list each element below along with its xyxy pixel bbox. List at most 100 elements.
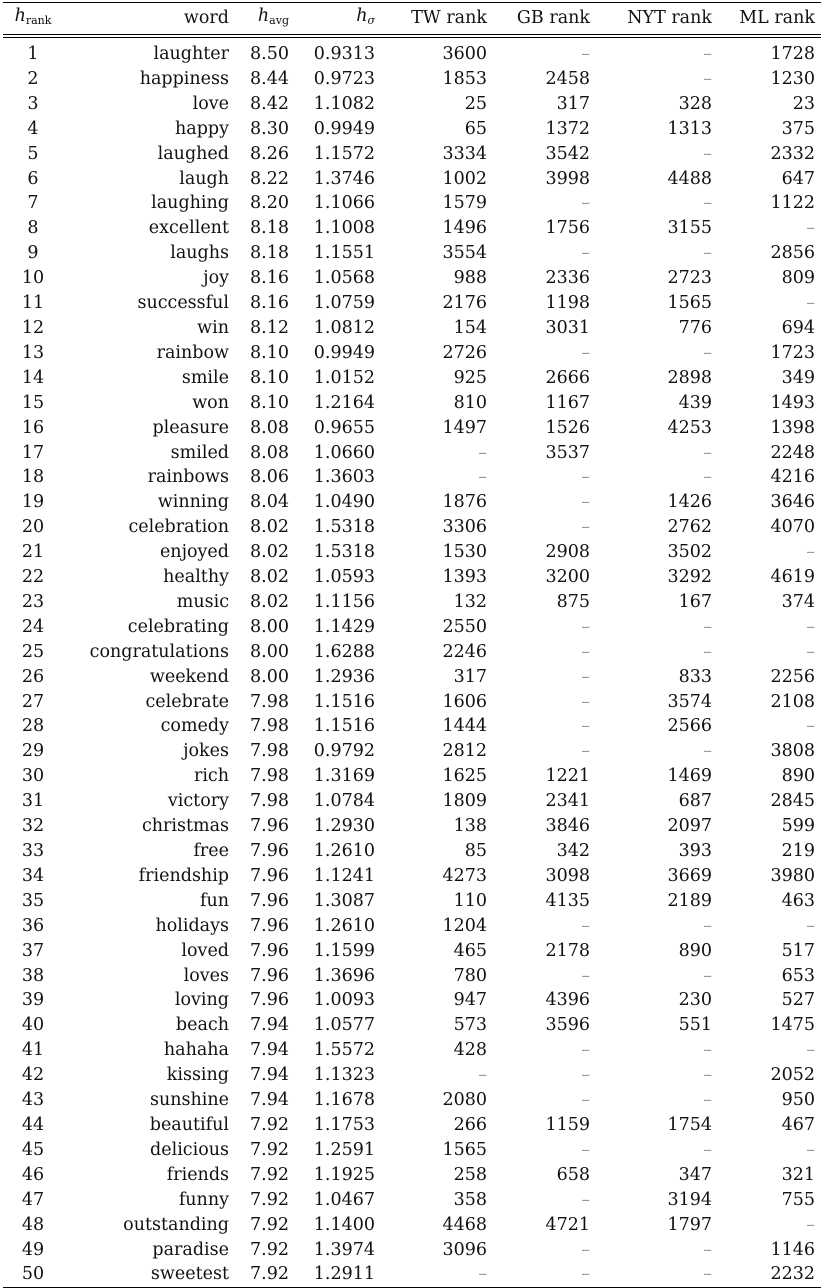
word-cell: celebrating	[127, 616, 229, 637]
word-cell: loved	[181, 940, 229, 961]
word-cell: win	[197, 317, 229, 338]
ml-rank-cell: 467	[781, 1114, 815, 1135]
tw-rank-cell: 25	[464, 93, 487, 114]
table-row: 7 laughing 8.20 1.1066 1579 – – 1122	[3, 191, 821, 216]
rank-cell: 37	[21, 940, 45, 961]
gb-rank-cell: 2908	[545, 542, 590, 563]
tw-rank-cell: –	[381, 1262, 493, 1288]
h-sigma-cell: 0.9723	[313, 68, 375, 89]
nyt-rank-cell: 1754	[667, 1114, 712, 1135]
gb-rank-cell: –	[581, 616, 590, 637]
h-avg-cell: 7.92	[250, 1139, 289, 1160]
table-row: 5 laughed 8.26 1.1572 3334 3542 – 2332	[3, 142, 821, 167]
h-avg-cell: 8.26	[250, 143, 289, 164]
table-row: 14 smile 8.10 1.0152 925 2666 2898 349	[3, 366, 821, 391]
rank-cell: 49	[21, 1239, 45, 1260]
table-row: 46 friends 7.92 1.1925 258 658 347 321	[3, 1163, 821, 1188]
tw-rank-cell: 988	[453, 268, 487, 289]
ml-rank-cell: –	[806, 293, 815, 314]
h-sigma-cell: 1.1572	[313, 143, 375, 164]
table-row: 27 celebrate 7.98 1.1516 1606 – 3574 2108	[3, 690, 821, 715]
tw-rank-cell: 2726	[442, 342, 487, 363]
nyt-rank-cell: –	[703, 467, 712, 488]
word-cell: love	[192, 93, 229, 114]
h-sigma-cell: 0.9949	[313, 118, 375, 139]
tw-rank-cell: 1853	[442, 68, 487, 89]
gb-rank-cell: –	[581, 1189, 590, 1210]
gb-rank-cell: –	[581, 641, 590, 662]
gb-rank-cell: 3098	[545, 865, 590, 886]
nyt-rank-cell: –	[703, 616, 712, 637]
rank-cell: 14	[21, 367, 45, 388]
tw-rank-cell: 1625	[442, 766, 487, 787]
gb-rank-cell: 1526	[545, 417, 590, 438]
h-avg-cell: 8.02	[250, 591, 289, 612]
tw-rank-cell: 3306	[442, 517, 487, 538]
word-cell: beach	[175, 1015, 229, 1036]
ml-rank-cell: 3808	[770, 741, 815, 762]
word-cell: joy	[203, 268, 229, 289]
h-sigma-cell: 1.1008	[313, 218, 375, 239]
h-avg-cell: 8.30	[250, 118, 289, 139]
rank-cell: 39	[21, 990, 45, 1011]
tw-rank-cell: 3334	[442, 143, 487, 164]
ml-rank-cell: 1723	[770, 342, 815, 363]
h-avg-cell: 7.94	[250, 1015, 289, 1036]
header-h-sigma: hσ	[295, 2, 381, 38]
rank-cell: 16	[21, 417, 45, 438]
table-row: 28 comedy 7.98 1.1516 1444 – 2566 –	[3, 714, 821, 739]
h-sigma-cell: 1.0812	[313, 317, 375, 338]
h-sigma-cell: 1.0490	[313, 492, 375, 513]
ml-rank-cell: 647	[781, 168, 815, 189]
nyt-rank-cell: 1426	[667, 492, 712, 513]
table-row: 8 excellent 8.18 1.1008 1496 1756 3155 –	[3, 216, 821, 241]
nyt-rank-cell: –	[703, 1040, 712, 1061]
word-cell: friends	[166, 1164, 229, 1185]
gb-rank-cell: 4135	[545, 890, 590, 911]
h-sigma-cell: 1.3974	[313, 1239, 375, 1260]
table-row: 22 healthy 8.02 1.0593 1393 3200 3292 4619	[3, 565, 821, 590]
ml-rank-cell: 4216	[770, 467, 815, 488]
rank-cell: 5	[27, 143, 39, 164]
header-row: hrank word havg hσ TW rank GB rank NYT r…	[3, 2, 821, 38]
gb-rank-cell: 875	[556, 591, 590, 612]
rank-cell: 25	[21, 641, 45, 662]
rank-cell: 4	[27, 118, 39, 139]
h-avg-cell: 8.44	[250, 68, 289, 89]
ml-rank-cell: 23	[792, 93, 815, 114]
ml-rank-cell: –	[806, 1139, 815, 1160]
h-avg-cell: 7.98	[250, 716, 289, 737]
table-row: 18 rainbows 8.06 1.3603 – – – 4216	[3, 465, 821, 490]
rank-cell: 35	[21, 890, 45, 911]
tw-rank-cell: 85	[464, 841, 487, 861]
nyt-rank-cell: –	[703, 44, 712, 64]
nyt-rank-cell: 167	[678, 591, 712, 612]
gb-rank-cell: 1159	[545, 1114, 590, 1135]
gb-rank-cell: 3200	[545, 567, 590, 588]
table-row: 16 pleasure 8.08 0.9655 1497 1526 4253 1398	[3, 416, 821, 441]
ml-rank-cell: –	[806, 716, 815, 737]
rank-cell: 36	[21, 915, 45, 936]
ml-rank-cell: 599	[781, 816, 815, 837]
nyt-rank-cell: 347	[678, 1164, 712, 1185]
rank-cell: 33	[21, 841, 45, 861]
word-cell: happy	[175, 118, 229, 139]
h-avg-cell: 8.18	[250, 218, 289, 239]
nyt-rank-cell: 4488	[667, 168, 712, 189]
table-row: 31 victory 7.98 1.0784 1809 2341 687 2845	[3, 789, 821, 814]
nyt-rank-cell: 3155	[667, 218, 712, 239]
word-cell: laugh	[179, 168, 229, 189]
rank-cell: 10	[21, 268, 45, 289]
gb-rank-cell: –	[581, 691, 590, 712]
tw-rank-cell: 1606	[442, 691, 487, 712]
word-cell: comedy	[160, 716, 229, 737]
h-sigma-cell: 1.1516	[313, 716, 375, 737]
h-avg-cell: 7.96	[250, 816, 289, 837]
h-avg-cell: 8.06	[250, 467, 289, 488]
nyt-rank-cell: –	[703, 1090, 712, 1111]
ml-rank-cell: 2108	[770, 691, 815, 712]
nyt-rank-cell: –	[596, 1262, 718, 1288]
table-row: 13 rainbow 8.10 0.9949 2726 – – 1723	[3, 341, 821, 366]
nyt-rank-cell: 2566	[667, 716, 712, 737]
nyt-rank-cell: –	[703, 965, 712, 986]
